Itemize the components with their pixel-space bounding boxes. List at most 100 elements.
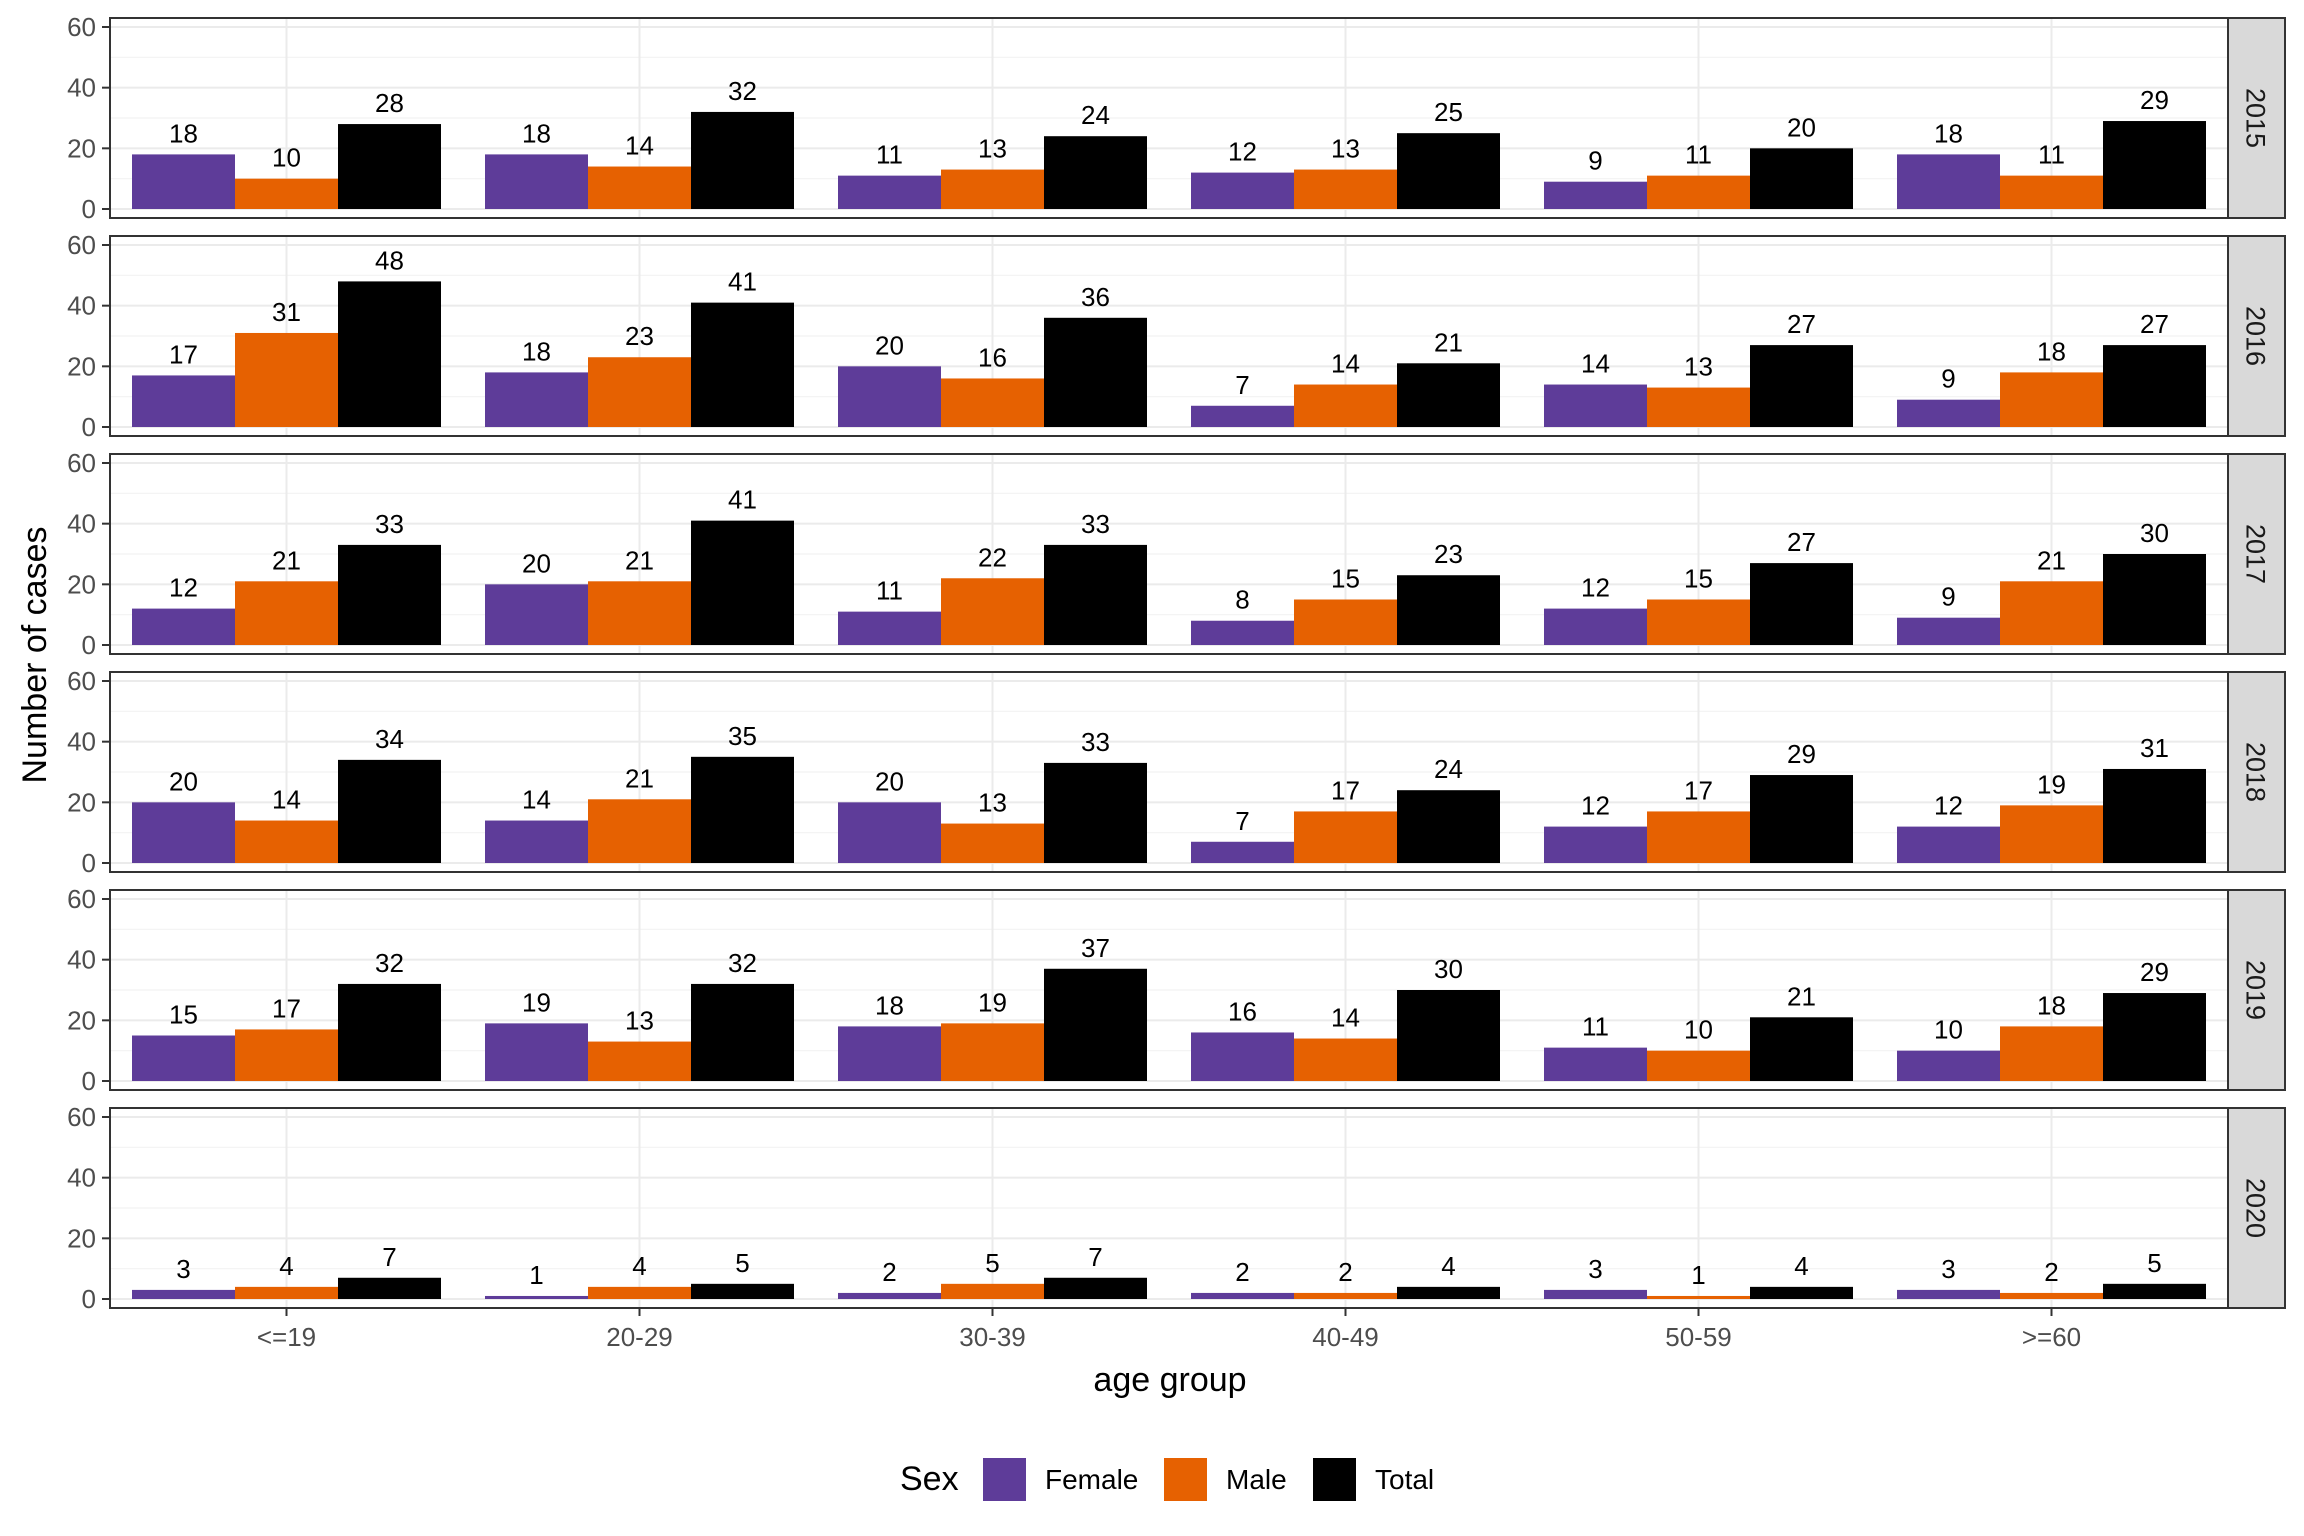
bar-value-label: 13 — [1331, 134, 1360, 164]
bar-male-2016-0 — [235, 332, 338, 427]
bar-male-2016-3 — [1294, 384, 1397, 427]
bar-total-2015-1 — [691, 111, 794, 209]
bar-value-label: 29 — [2140, 957, 2169, 987]
facet-label: 2018 — [2241, 742, 2271, 802]
facet-label: 2016 — [2241, 306, 2271, 366]
bar-value-label: 41 — [728, 267, 757, 297]
y-tick-label: 20 — [67, 133, 96, 163]
bar-value-label: 21 — [2037, 545, 2066, 575]
bar-female-2016-4 — [1544, 384, 1647, 427]
bar-value-label: 15 — [169, 1000, 198, 1030]
y-tick-label: 60 — [67, 666, 96, 696]
bar-value-label: 27 — [1787, 527, 1816, 557]
bar-value-label: 4 — [279, 1251, 293, 1281]
bar-total-2016-3 — [1397, 363, 1500, 427]
bar-value-label: 33 — [375, 509, 404, 539]
y-tick-label: 0 — [82, 412, 96, 442]
bar-value-label: 5 — [2147, 1248, 2161, 1278]
y-tick-label: 40 — [67, 727, 96, 757]
y-tick-label: 40 — [67, 509, 96, 539]
bar-female-2020-2 — [838, 1292, 941, 1299]
bar-value-label: 33 — [1081, 727, 1110, 757]
bar-value-label: 18 — [2037, 336, 2066, 366]
y-tick-label: 20 — [67, 351, 96, 381]
bar-female-2020-1 — [485, 1295, 588, 1299]
bar-female-2019-5 — [1897, 1050, 2000, 1081]
bar-value-label: 17 — [1331, 775, 1360, 805]
bar-value-label: 20 — [875, 330, 904, 360]
bar-total-2019-4 — [1750, 1017, 1853, 1081]
bar-value-label: 28 — [375, 88, 404, 118]
bar-value-label: 16 — [978, 342, 1007, 372]
bar-value-label: 3 — [1588, 1254, 1602, 1284]
bar-female-2015-1 — [485, 154, 588, 209]
legend: Sex Female Male Total — [900, 1458, 1434, 1501]
bar-value-label: 7 — [1235, 806, 1249, 836]
bar-male-2020-1 — [588, 1286, 691, 1299]
bar-total-2018-3 — [1397, 790, 1500, 863]
bar-value-label: 21 — [1434, 327, 1463, 357]
bar-female-2020-5 — [1897, 1289, 2000, 1299]
bar-female-2015-3 — [1191, 172, 1294, 209]
bar-female-2017-0 — [132, 608, 235, 645]
y-tick-label: 40 — [67, 945, 96, 975]
bar-male-2018-5 — [2000, 805, 2103, 863]
bar-male-2019-0 — [235, 1029, 338, 1081]
y-tick-label: 60 — [67, 230, 96, 260]
bar-value-label: 19 — [522, 987, 551, 1017]
bar-value-label: 32 — [375, 948, 404, 978]
bar-value-label: 21 — [1787, 981, 1816, 1011]
facet-strip — [2227, 889, 2286, 1091]
bar-male-2018-4 — [1647, 811, 1750, 863]
panel-2019: 15 19 18 16 11 10 17 13 19 14 10 18 32 32 37 30 21 29 2019… — [67, 884, 2286, 1096]
bar-value-label: 12 — [1581, 573, 1610, 603]
bar-value-label: 4 — [1794, 1251, 1808, 1281]
bar-value-label: 23 — [1434, 539, 1463, 569]
bar-value-label: 27 — [1787, 309, 1816, 339]
bar-total-2020-3 — [1397, 1286, 1500, 1299]
legend-label: Total — [1375, 1464, 1434, 1495]
bar-value-label: 15 — [1331, 564, 1360, 594]
facet-label: 2019 — [2241, 960, 2271, 1020]
y-tick-label: 20 — [67, 569, 96, 599]
y-tick-label: 60 — [67, 448, 96, 478]
x-tick-label: <=19 — [257, 1322, 316, 1352]
bar-value-label: 21 — [272, 545, 301, 575]
bar-female-2016-2 — [838, 366, 941, 427]
bar-total-2017-1 — [691, 520, 794, 645]
bar-value-label: 11 — [876, 576, 903, 606]
facet-strip — [2227, 453, 2286, 655]
bar-value-label: 2 — [1338, 1257, 1352, 1287]
bar-value-label: 13 — [978, 788, 1007, 818]
bar-total-2017-3 — [1397, 575, 1500, 645]
y-tick-label: 20 — [67, 787, 96, 817]
bar-value-label: 11 — [1582, 1012, 1609, 1042]
bar-value-label: 4 — [1441, 1251, 1455, 1281]
bar-value-label: 20 — [522, 548, 551, 578]
bar-total-2017-4 — [1750, 563, 1853, 645]
bar-male-2019-1 — [588, 1041, 691, 1081]
bar-female-2019-0 — [132, 1035, 235, 1081]
bar-value-label: 2 — [882, 1257, 896, 1287]
bar-value-label: 17 — [272, 993, 301, 1023]
bar-total-2016-0 — [338, 281, 441, 427]
bar-total-2015-0 — [338, 124, 441, 209]
bar-value-label: 10 — [1934, 1015, 1963, 1045]
bar-total-2016-2 — [1044, 317, 1147, 427]
bar-female-2018-0 — [132, 802, 235, 863]
bar-value-label: 4 — [632, 1251, 646, 1281]
bar-total-2018-4 — [1750, 775, 1853, 863]
bar-total-2020-5 — [2103, 1283, 2206, 1299]
x-axis: <=19 20-29 30-39 40-49 50-59 >=60 — [257, 1308, 2081, 1352]
y-tick-label: 60 — [67, 12, 96, 42]
bar-value-label: 18 — [522, 336, 551, 366]
bar-male-2016-2 — [941, 378, 1044, 427]
bar-value-label: 30 — [2140, 518, 2169, 548]
bar-male-2019-3 — [1294, 1038, 1397, 1081]
bar-value-label: 9 — [1588, 146, 1602, 176]
bar-male-2017-3 — [1294, 599, 1397, 645]
legend-key-total — [1313, 1458, 1356, 1501]
bar-male-2020-4 — [1647, 1295, 1750, 1299]
bar-female-2018-1 — [485, 820, 588, 863]
